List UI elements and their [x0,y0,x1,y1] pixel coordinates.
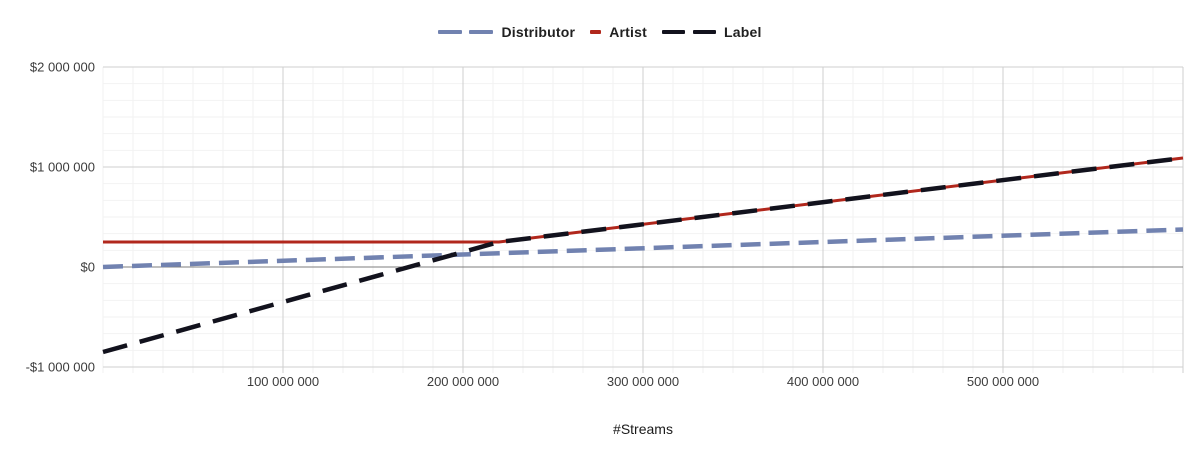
legend-label-distributor: Distributor [501,24,576,40]
legend-item-distributor[interactable]: Distributor [438,24,575,40]
x-tick-label: 200 000 000 [427,374,499,389]
artist-dash-icon [590,30,602,34]
y-tick-label: -$1 000 000 [26,360,95,375]
series-line-distributor[interactable] [102,227,1184,270]
x-axis-title: #Streams [613,421,673,437]
distributor-dash-icon [438,30,494,34]
x-tick-label: 500 000 000 [967,374,1039,389]
legend-item-artist[interactable]: Artist [590,24,647,40]
legend-label-label: Label [723,24,762,40]
series-line-label[interactable] [102,155,1184,355]
y-tick-label: $1 000 000 [30,160,95,175]
legend-label-artist: Artist [609,24,647,40]
legend-item-label[interactable]: Label [661,24,762,40]
series-line-artist[interactable] [103,156,1184,244]
label-dash-icon [661,30,716,34]
chart-legend: Distributor Artist Label [0,20,1200,44]
y-tick-label: $2 000 000 [30,60,95,75]
y-tick-label: $0 [81,260,95,275]
x-tick-label: 400 000 000 [787,374,859,389]
x-tick-label: 300 000 000 [607,374,679,389]
x-tick-label: 100 000 000 [247,374,319,389]
